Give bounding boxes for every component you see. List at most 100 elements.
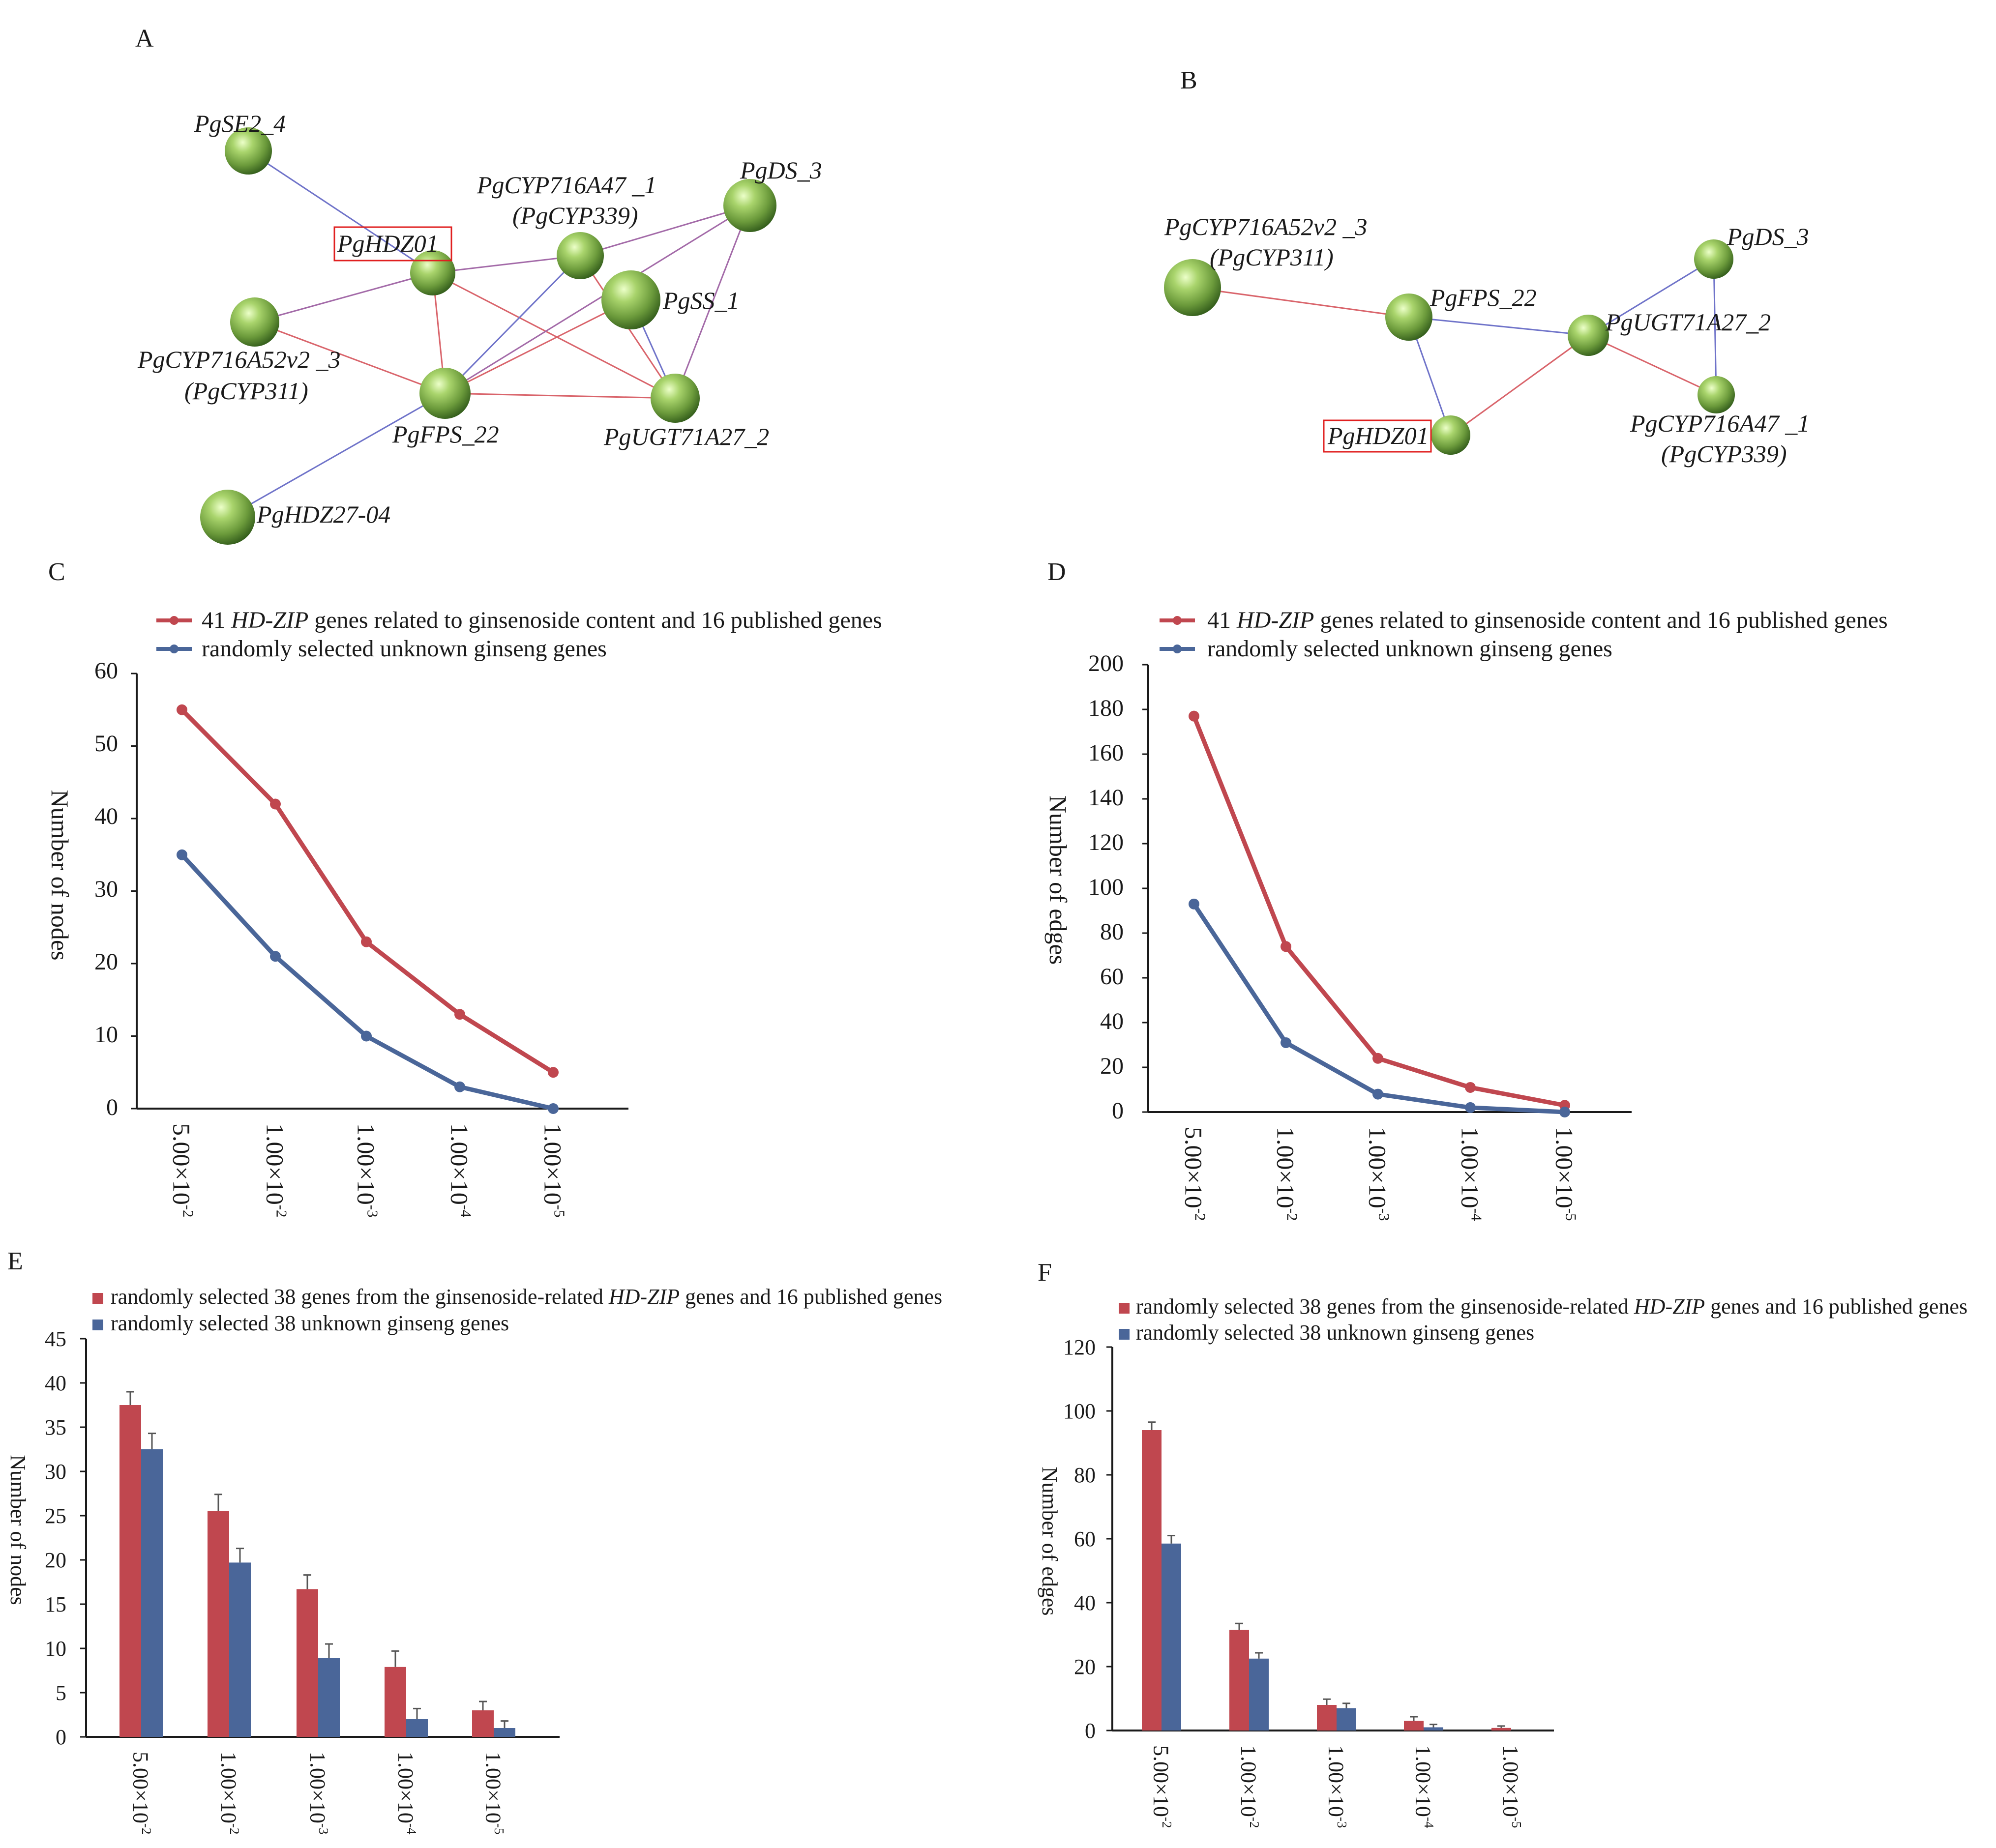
node-label-hdz01: PgHDZ01	[1327, 422, 1429, 449]
panel-letter-f: F	[1038, 1259, 1052, 1287]
xtick-label-e-1: 1.00×10-2	[217, 1752, 242, 1835]
bar-f-0-0	[1142, 1430, 1162, 1731]
ytick-label: 10	[45, 1637, 66, 1661]
bar-f-1-2	[1337, 1708, 1356, 1731]
error-bar-e-1-2	[325, 1643, 333, 1658]
network-edge-se2-hdz01	[248, 150, 433, 274]
ytick-label: 25	[45, 1504, 66, 1528]
network-node-ss1	[601, 270, 660, 329]
node-label-ss1: PgSS_1	[662, 287, 740, 314]
network-edge-ds3-fps22	[445, 205, 750, 394]
ytick-label: 160	[1088, 740, 1124, 766]
network-edge-fps22-ugt	[445, 392, 676, 399]
ytick-label: 15	[45, 1592, 66, 1616]
network-node-hdz01	[410, 250, 455, 295]
network-panel-a: A PgSE2_4 PgHDZ01 PgCYP716A47 _1 (PgCYP3…	[135, 25, 822, 545]
bar-f-0-4	[1491, 1728, 1511, 1731]
data-point-c-1-4	[548, 1103, 559, 1114]
network-b-labels: PgCYP716A52v2 _3 (PgCYP311) PgFPS_22 PgU…	[1164, 213, 1810, 468]
network-edge-ss1-fps22	[445, 299, 631, 394]
legend-label-d-red: 41 HD-ZIP genes related to ginsenoside c…	[1207, 607, 1888, 633]
ytick-label: 0	[1085, 1719, 1096, 1743]
panel-letter-d: D	[1047, 558, 1066, 586]
bar-chart-panel-e: E randomly selected 38 genes from the gi…	[6, 1247, 942, 1835]
ytick-labels-d: 0 20 40 60 80 100 120 140 160 180 200	[1088, 650, 1124, 1124]
xtick-labels-c: 5.00×10-2 1.00×10-2 1.00×10-3 1.00×10-4 1.00…	[168, 1123, 568, 1218]
bar-e-1-1	[229, 1562, 251, 1737]
xtick-labels-f: 5.00×10-2 1.00×10-2 1.00×10-3 1.00×10-4 1.00…	[1149, 1745, 1524, 1828]
ytick-label: 40	[1100, 1008, 1124, 1034]
legend-label-c-blue: randomly selected unknown ginseng genes	[202, 636, 607, 662]
error-bar-f-0-0	[1148, 1421, 1156, 1430]
panel-letter-e: E	[7, 1247, 23, 1275]
ytick-label: 20	[1074, 1655, 1096, 1679]
legend-c: 41 HD-ZIP genes related to ginsenoside c…	[156, 607, 882, 662]
node-label-cyp311: PgCYP716A52v2 _3	[1164, 213, 1367, 240]
network-node-cyp339	[557, 232, 604, 279]
node-label-cyp311-alt: (PgCYP311)	[184, 377, 308, 405]
bar-e-0-3	[385, 1667, 406, 1737]
network-node-se2	[225, 127, 272, 175]
ytick-label: 120	[1063, 1335, 1096, 1359]
ytick-label: 40	[45, 1371, 66, 1395]
node-label-cyp339-alt: (PgCYP339)	[1661, 440, 1787, 468]
panel-letter-c: C	[48, 558, 65, 586]
ytick-label: 30	[45, 1460, 66, 1484]
ytick-label: 50	[94, 731, 118, 757]
ytick-label: 100	[1088, 874, 1124, 900]
xtick-label-e-0: 5.00×10-2	[129, 1752, 154, 1835]
error-bar-f-1-2	[1342, 1702, 1350, 1708]
legend-dot-d-red	[1173, 616, 1182, 625]
error-bar-f-1-3	[1430, 1724, 1437, 1728]
legend-label-e-blue: randomly selected 38 unknown ginseng gen…	[111, 1311, 509, 1335]
legend-swatch-f-blue	[1119, 1329, 1130, 1340]
network-node-fps22	[419, 368, 471, 419]
legend-dot-d-blue	[1173, 645, 1182, 653]
node-label-fps22: PgFPS_22	[392, 420, 499, 448]
legend-d: 41 HD-ZIP genes related to ginsenoside c…	[1160, 607, 1888, 662]
network-a-edges	[227, 150, 751, 518]
series-line-d-0	[1192, 715, 1565, 1108]
node-label-cyp339: PgCYP716A47 _1	[477, 171, 656, 199]
network-edge-cyp311-fps22	[1192, 287, 1409, 318]
data-point-d-0-2	[1372, 1053, 1383, 1064]
bar-e-0-4	[472, 1710, 494, 1737]
xtick-label-d-2: 1.00×10-3	[1364, 1127, 1393, 1221]
ytick-label: 0	[56, 1725, 66, 1749]
legend-swatch-e-red	[92, 1293, 103, 1304]
ytick-label: 120	[1088, 829, 1124, 855]
network-edge-ugt-ds3	[1588, 258, 1714, 336]
network-panel-b: B PgCYP716A52v2 _3 (PgCYP311) PgFPS_22 P…	[1164, 66, 1810, 468]
bar-chart-panel-f: F randomly selected 38 genes from the gi…	[1038, 1259, 1967, 1828]
node-label-cyp339-alt: (PgCYP339)	[512, 202, 638, 229]
ylabel-e: Number of nodes	[6, 1455, 30, 1605]
data-point-d-0-3	[1465, 1082, 1476, 1093]
network-a-labels: PgSE2_4 PgHDZ01 PgCYP716A47 _1 (PgCYP339…	[137, 110, 822, 528]
ytick-label: 30	[94, 876, 118, 902]
xtick-labels-d: 5.00×10-2 1.00×10-2 1.00×10-3 1.00×10-4 1.00…	[1180, 1127, 1580, 1221]
network-edge-ds3-ugt	[674, 205, 751, 399]
network-node-ugt	[651, 374, 700, 423]
bar-f-1-1	[1249, 1658, 1269, 1731]
node-label-hdz27: PgHDZ27-04	[256, 500, 390, 528]
series-line-d-1	[1192, 903, 1565, 1115]
legend-label-c-red: 41 HD-ZIP genes related to ginsenoside c…	[202, 607, 882, 633]
network-a-nodes	[200, 127, 776, 545]
ytick-label: 0	[1112, 1098, 1124, 1124]
network-node-ds3	[723, 179, 776, 232]
data-point-d-1-1	[1281, 1037, 1291, 1048]
bar-f-1-0	[1162, 1543, 1181, 1731]
legend-dot-c-red	[170, 616, 179, 625]
xtick-label-d-4: 1.00×10-5	[1551, 1127, 1580, 1221]
network-b-nodes	[1164, 239, 1735, 455]
line-chart-panel-d: D 41 HD-ZIP genes related to ginsenoside…	[1044, 558, 1888, 1221]
bar-e-1-3	[406, 1719, 428, 1737]
node-label-se2: PgSE2_4	[194, 110, 286, 137]
error-bar-f-0-2	[1323, 1698, 1331, 1705]
ytick-label: 45	[45, 1327, 66, 1351]
node-label-cyp311: PgCYP716A52v2 _3	[137, 346, 340, 373]
legend-f: randomly selected 38 genes from the gins…	[1119, 1294, 1967, 1345]
network-edge-cyp339-ds3	[580, 205, 750, 257]
ytick-label: 60	[94, 658, 118, 684]
